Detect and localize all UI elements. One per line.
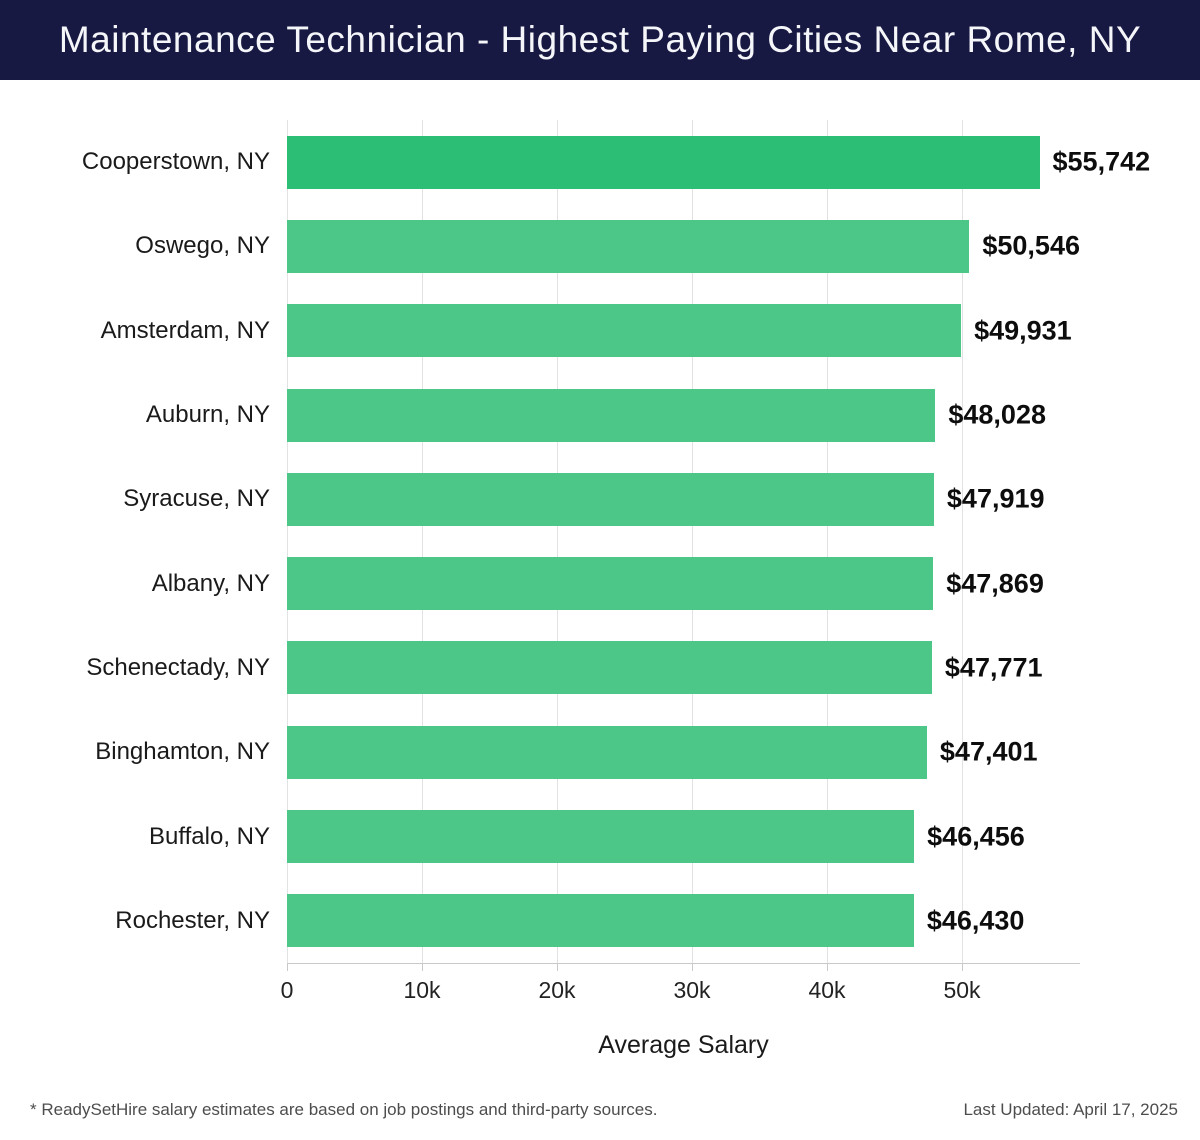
bar-row: Rochester, NY $46,430	[115, 879, 1080, 963]
axis-tick	[962, 964, 963, 971]
value-label: $47,771	[944, 652, 1043, 683]
bar-row: Syracuse, NY $47,919	[123, 457, 1080, 541]
bar: $47,771	[287, 641, 1043, 695]
category-label: Cooperstown, NY	[81, 148, 270, 176]
gridline	[827, 120, 828, 963]
x-axis-title: Average Salary	[598, 1031, 769, 1059]
footer-disclaimer: * ReadySetHire salary estimates are base…	[30, 1100, 658, 1119]
category-label: Amsterdam, NY	[100, 316, 270, 344]
value-label: $49,931	[974, 315, 1072, 346]
category-label: Auburn, NY	[145, 401, 270, 429]
bar-rows: Cooperstown, NY $55,742 Oswego, NY $50,546 A…	[82, 120, 1150, 963]
bar: $47,869	[287, 557, 1044, 611]
bar: $50,546	[287, 219, 1080, 273]
x-axis: 0 10k 20k 30k 40k 50k	[281, 963, 1080, 1009]
category-label: Oswego, NY	[135, 232, 270, 260]
axis-tick	[692, 964, 693, 971]
gridline	[962, 120, 963, 963]
axis-tick	[557, 964, 558, 971]
value-label: $46,456	[927, 821, 1025, 852]
footer: * ReadySetHire salary estimates are base…	[30, 1100, 1178, 1120]
category-label: Buffalo, NY	[149, 822, 270, 850]
bar-row: Cooperstown, NY $55,742	[82, 120, 1150, 204]
gridlines	[287, 120, 1080, 963]
bar-chart: Cooperstown, NY $55,742 Oswego, NY $50,546 A…	[0, 120, 1200, 1060]
bar: $48,028	[287, 388, 1046, 442]
gridline	[692, 120, 693, 963]
axis-tick-label: 50k	[943, 977, 981, 1003]
value-label: $47,869	[946, 568, 1044, 599]
bar: $49,931	[287, 304, 1072, 358]
value-label: $47,919	[946, 483, 1045, 514]
axis-tick-label: 20k	[538, 977, 576, 1003]
title-bar: Maintenance Technician - Highest Paying …	[0, 0, 1200, 80]
chart-title: Maintenance Technician - Highest Paying …	[58, 19, 1142, 60]
bar: $46,430	[287, 894, 1024, 948]
axis-tick	[422, 964, 423, 971]
axis-tick	[287, 964, 288, 971]
plot-area: Cooperstown, NY $55,742 Oswego, NY $50,546 A…	[82, 120, 1150, 963]
category-label: Binghamton, NY	[95, 738, 270, 766]
bar-row: Oswego, NY $50,546	[135, 204, 1080, 288]
bar: $47,919	[287, 472, 1045, 526]
value-label: $48,028	[948, 399, 1046, 430]
value-label: $50,546	[982, 230, 1080, 261]
gridline	[422, 120, 423, 963]
axis-tick-label: 40k	[808, 977, 846, 1003]
value-label: $47,401	[939, 736, 1038, 767]
axis-tick-label: 10k	[403, 977, 441, 1003]
footer-last-updated: Last Updated: April 17, 2025	[963, 1100, 1178, 1119]
category-label: Syracuse, NY	[123, 485, 270, 513]
bar-row: Auburn, NY $48,028	[146, 373, 1080, 457]
axis-tick-label: 0	[280, 977, 294, 1003]
value-label: $46,430	[926, 905, 1025, 936]
category-label: Schenectady, NY	[86, 653, 270, 681]
bar: $47,401	[287, 725, 1038, 779]
axis-tick-label: 30k	[673, 977, 711, 1003]
bar-row: Buffalo, NY $46,456	[149, 794, 1080, 878]
gridline	[557, 120, 558, 963]
bar-row: Albany, NY $47,869	[152, 541, 1080, 625]
bar: $46,456	[287, 810, 1025, 864]
bar: $55,742	[287, 135, 1150, 189]
value-label: $55,742	[1052, 146, 1151, 177]
axis-tick	[827, 964, 828, 971]
bar-row: Schenectady, NY $47,771	[86, 626, 1080, 710]
gridline	[287, 120, 288, 963]
bar-row: Amsterdam, NY $49,931	[101, 289, 1080, 373]
bar-row: Binghamton, NY $47,401	[95, 710, 1080, 794]
category-label: Albany, NY	[151, 569, 270, 597]
category-label: Rochester, NY	[115, 906, 270, 934]
